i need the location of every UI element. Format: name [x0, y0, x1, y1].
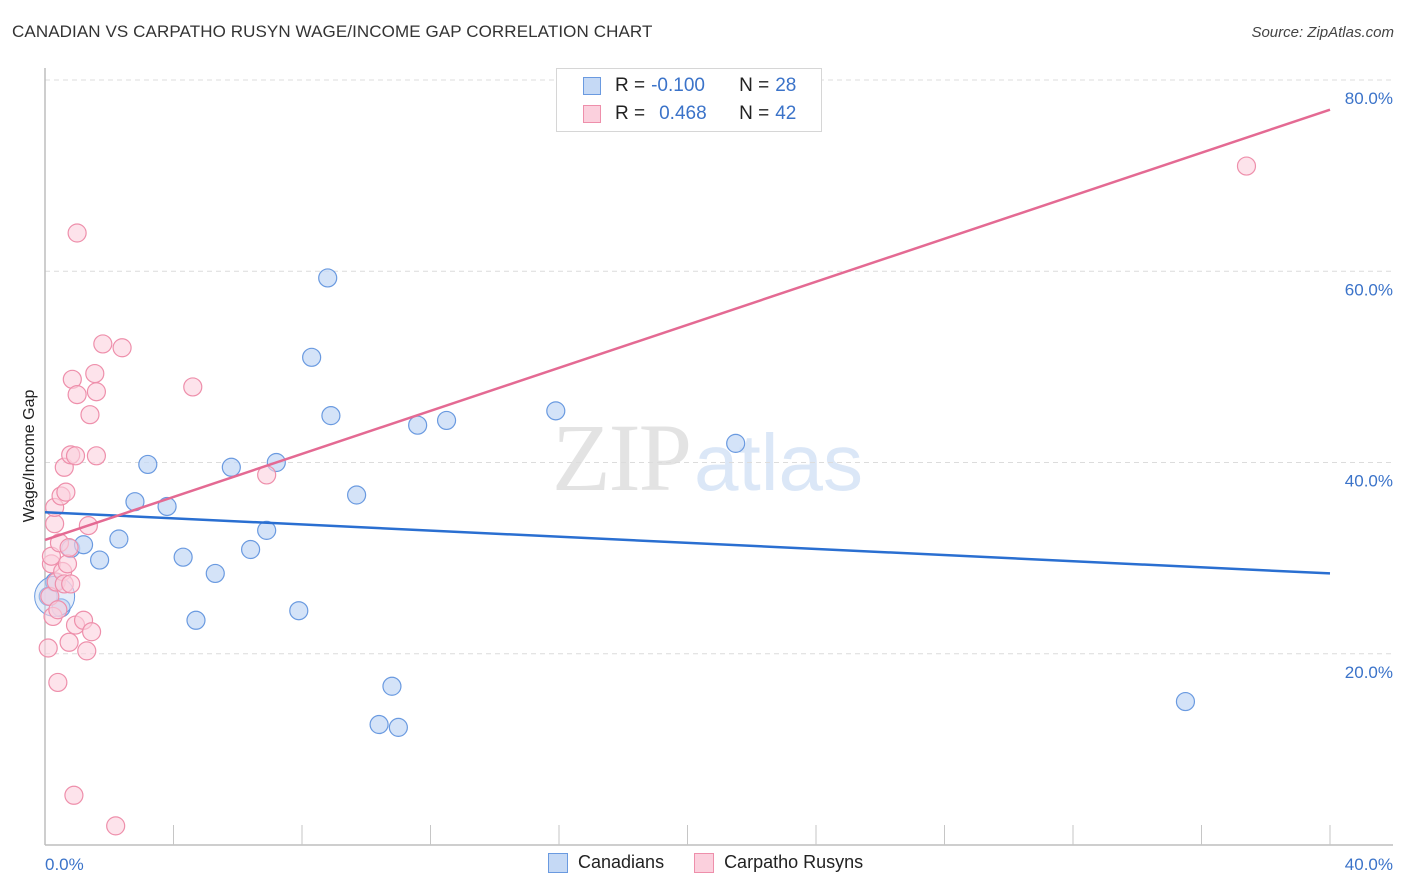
- data-point: [382, 676, 402, 696]
- data-point: [56, 482, 76, 502]
- data-point: [59, 632, 79, 652]
- data-point: [436, 410, 457, 431]
- y-tick-label: 60.0%: [1345, 280, 1393, 299]
- data-point: [173, 547, 193, 567]
- data-point: [59, 538, 79, 558]
- data-point: [106, 816, 126, 836]
- data-point: [408, 415, 428, 435]
- data-point: [86, 382, 107, 402]
- trendline: [44, 108, 1331, 542]
- data-point: [157, 496, 177, 517]
- y-axis-label: Wage/Income Gap: [21, 390, 38, 523]
- data-point: [67, 385, 87, 405]
- data-point: [369, 714, 389, 735]
- x-tick-left: 0.0%: [45, 855, 84, 874]
- n-value: 42: [775, 103, 797, 124]
- data-point: [109, 529, 129, 549]
- data-point: [321, 406, 341, 426]
- y-tick-label: 80.0%: [1345, 89, 1393, 108]
- trendline: [44, 510, 1331, 575]
- r-label: R =: [615, 75, 646, 96]
- axes: [44, 68, 1393, 846]
- r-value: 0.468: [659, 103, 707, 124]
- data-point: [205, 563, 225, 584]
- data-point: [38, 638, 58, 658]
- trendlines: [44, 108, 1331, 575]
- watermark: ZIPatlas: [552, 402, 863, 513]
- r-value: -0.100: [651, 75, 705, 96]
- data-point: [93, 334, 113, 354]
- data-point: [138, 454, 158, 475]
- data-point: [318, 268, 338, 288]
- data-point: [183, 377, 203, 397]
- data-point: [347, 485, 367, 505]
- n-label: N =: [739, 75, 770, 96]
- data-point: [241, 539, 261, 560]
- legend-label: Carpatho Rusyns: [724, 852, 864, 872]
- data-point: [546, 401, 566, 421]
- canadians-points: [34, 268, 1196, 737]
- legend-label: Canadians: [578, 852, 665, 872]
- data-point: [80, 405, 100, 425]
- y-tick-label: 20.0%: [1345, 663, 1393, 682]
- legend-item-canadians[interactable]: Canadians: [548, 852, 664, 873]
- carpatho-rusyns-swatch-icon: [583, 105, 601, 123]
- data-point: [61, 574, 81, 594]
- source-label: Source: ZipAtlas.com: [1251, 24, 1394, 41]
- data-point: [726, 433, 746, 453]
- series-legend: Canadians Carpatho Rusyns: [548, 852, 893, 873]
- y-tick-labels: 80.0% 60.0% 40.0% 20.0%: [1345, 89, 1393, 682]
- data-point: [90, 550, 110, 570]
- data-point: [388, 717, 408, 737]
- data-point: [77, 641, 97, 661]
- canadians-swatch-icon: [583, 77, 601, 95]
- data-point: [85, 363, 105, 384]
- data-point: [186, 610, 206, 630]
- data-point: [81, 622, 102, 642]
- legend-row-canadians: R = -0.100 N = 28: [583, 74, 796, 98]
- data-point: [45, 514, 65, 534]
- data-point: [67, 223, 87, 243]
- data-point: [65, 446, 86, 466]
- legend-row-carpatho-rusyns: R = 0.468 N = 42: [583, 102, 796, 126]
- data-point: [64, 785, 84, 805]
- correlation-legend: R = -0.100 N = 28 R = 0.468 N = 42: [556, 68, 822, 132]
- data-point: [86, 446, 107, 466]
- data-point: [48, 600, 68, 620]
- n-value: 28: [775, 75, 797, 96]
- y-tick-label: 40.0%: [1345, 472, 1393, 491]
- data-point: [1175, 691, 1196, 712]
- data-point: [1236, 156, 1257, 176]
- n-label: N =: [739, 103, 770, 124]
- data-point: [112, 338, 132, 358]
- carpatho-rusyns-swatch-icon: [694, 852, 715, 873]
- data-point: [257, 520, 277, 540]
- r-label: R =: [615, 103, 646, 124]
- carpatho-rusyns-points: [38, 156, 1257, 836]
- x-tick-right: 40.0%: [1345, 855, 1393, 874]
- legend-item-carpatho-rusyns[interactable]: Carpatho Rusyns: [694, 852, 863, 873]
- data-point: [221, 457, 241, 477]
- data-point: [289, 601, 309, 621]
- data-point: [302, 347, 322, 367]
- canadians-swatch-icon: [548, 852, 568, 873]
- watermark-zip: ZIP: [552, 404, 692, 511]
- data-point: [48, 672, 68, 693]
- chart-title: CANADIAN VS CARPATHO RUSYN WAGE/INCOME G…: [12, 22, 653, 41]
- data-point: [57, 554, 78, 574]
